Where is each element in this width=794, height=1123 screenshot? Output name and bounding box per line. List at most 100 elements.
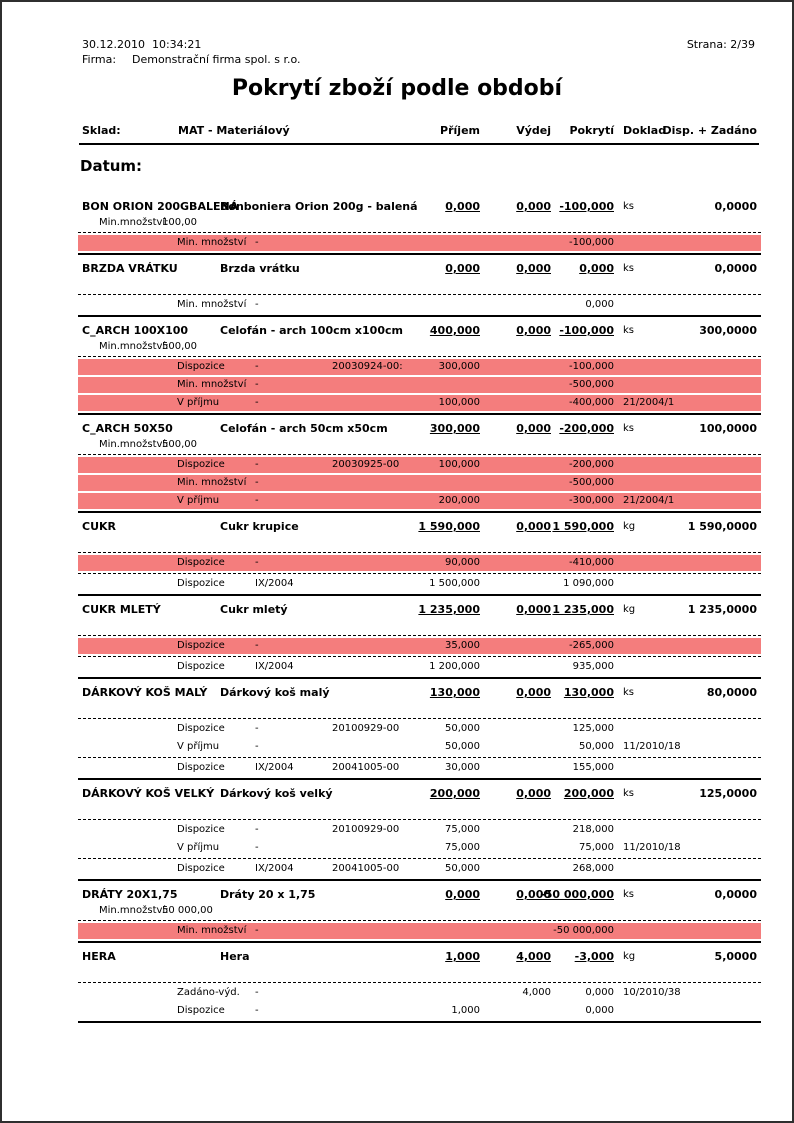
detail-ref: -: [255, 987, 259, 998]
item-disp-value: 1 590,0000: [687, 520, 757, 533]
item-block: C_ARCH 50X50 Celofán - arch 50cm x50cm 300…: [78, 421, 761, 513]
column-doklad: Doklad: [623, 124, 667, 137]
item-unit: kg: [623, 951, 636, 962]
report-title: Pokrytí zboží podle období: [231, 76, 563, 101]
min-qty-row: Min.množství: 50 000,00: [78, 903, 761, 918]
item-pokryti-value: -100,000: [559, 200, 614, 213]
item-name: Bonboniera Orion 200g - balená: [220, 200, 418, 213]
item-block: BRZDA VRÁTKU Brzda vrátku 0,000 0,000 0,000 k…: [78, 261, 761, 317]
detail-type: V příjmu: [177, 495, 220, 506]
item-disp-value: 0,0000: [714, 262, 757, 275]
page-number: Strana: 2/39: [686, 38, 755, 51]
detail-type: Min. množství: [177, 477, 247, 488]
item-header-row: DÁRKOVÝ KOŠ VELKÝ Dárkový koš velký 200,00…: [78, 786, 761, 802]
item-code: CUKR: [82, 520, 116, 533]
item-header-row: DÁRKOVÝ KOŠ MALÝ Dárkový koš malý 130,000 0…: [78, 685, 761, 701]
detail-type: Min. množství: [177, 379, 247, 390]
dashed-separator: [78, 573, 761, 574]
column-pokryti: Pokrytí: [569, 124, 614, 137]
detail-ref: -: [255, 723, 259, 734]
item-unit: ks: [623, 263, 635, 274]
detail-pokryti-value: 218,000: [572, 824, 614, 835]
item-disp-value: 5,0000: [714, 950, 757, 963]
item-header-row: BON ORION 200GBALENÁ Bonboniera Orion 200…: [78, 199, 761, 215]
detail-prijem-value: 50,000: [445, 723, 480, 734]
detail-prijem-value: 1 500,000: [429, 578, 480, 589]
item-disp-value: 125,0000: [699, 787, 757, 800]
detail-ref: -: [255, 361, 259, 372]
item-vydej-value: 0,000: [516, 520, 551, 533]
block-end-rule: [78, 253, 761, 255]
block-end-rule: [78, 778, 761, 780]
block-end-rule: [78, 594, 761, 596]
detail-doklad-value: 11/2010/18: [623, 842, 681, 853]
item-pokryti-value: 130,000: [563, 686, 614, 699]
item-header-row: DRÁTY 20X1,75 Dráty 20 x 1,75 0,000 0,000 -5…: [78, 887, 761, 903]
min-qty-row: Min.množství: 500,00: [78, 339, 761, 354]
detail-pokryti-value: 935,000: [572, 661, 614, 672]
item-name: Celofán - arch 50cm x50cm: [220, 422, 388, 435]
min-qty-label: Min.množství:: [99, 439, 169, 450]
detail-pokryti-value: -410,000: [569, 557, 614, 568]
detail-type: V příjmu: [177, 842, 220, 853]
item-unit: kg: [623, 604, 636, 615]
item-vydej-value: 0,000: [516, 686, 551, 699]
detail-pokryti-value: 155,000: [572, 762, 614, 773]
detail-row-highlighted: Dispozice - 20030924-00: 300,000 -100,000: [78, 359, 761, 375]
item-block: DRÁTY 20X1,75 Dráty 20 x 1,75 0,000 0,000 -5…: [78, 887, 761, 943]
detail-pokryti-value: 268,000: [572, 863, 614, 874]
detail-prijem-value: 1 200,000: [429, 661, 480, 672]
detail-type: Dispozice: [177, 824, 225, 835]
detail-type: Zadáno-výd.: [177, 987, 240, 998]
detail-prijem-value: 100,000: [438, 397, 480, 408]
min-qty-row: Min.množství: 500,00: [78, 437, 761, 452]
detail-pokryti-value: -500,000: [569, 477, 614, 488]
item-code: DÁRKOVÝ KOŠ MALÝ: [82, 686, 208, 699]
item-pokryti-value: -50 000,000: [540, 888, 614, 901]
item-name: Cukr krupice: [220, 520, 299, 533]
detail-row: Dispozice - 20100929-00 75,000 218,000: [78, 822, 761, 838]
detail-ref: IX/2004: [255, 661, 294, 672]
detail-prijem-value: 300,000: [438, 361, 480, 372]
detail-pokryti-value: 125,000: [572, 723, 614, 734]
detail-type: Dispozice: [177, 557, 225, 568]
detail-ref: -: [255, 237, 259, 248]
detail-type: Dispozice: [177, 723, 225, 734]
item-vydej-value: 0,000: [516, 888, 551, 901]
detail-prijem-value: 75,000: [445, 842, 480, 853]
firm-name: Demonstrační firma spol. s r.o.: [132, 53, 301, 66]
item-name: Dárkový koš velký: [220, 787, 333, 800]
block-end-rule: [78, 315, 761, 317]
detail-pokryti-value: 0,000: [585, 299, 614, 310]
detail-row: V příjmu - 75,000 75,000 11/2010/18: [78, 840, 761, 856]
dashed-separator: [78, 819, 761, 820]
detail-type: Min. množství: [177, 925, 247, 936]
detail-doc-number: 20030924-00:: [332, 361, 403, 372]
item-name: Cukr mletý: [220, 603, 288, 616]
min-qty-label: Min.množství:: [99, 905, 169, 916]
detail-ref: IX/2004: [255, 578, 294, 589]
item-unit: ks: [623, 325, 635, 336]
row-spacer: [78, 618, 761, 633]
item-vydej-value: 0,000: [516, 603, 551, 616]
detail-row-highlighted: Min. množství - -500,000: [78, 377, 761, 393]
detail-row: Dispozice IX/2004 20041005-00 50,000 268,000: [78, 861, 761, 877]
item-prijem-value: 1 235,000: [418, 603, 480, 616]
min-qty-value: 100,00: [162, 217, 197, 228]
detail-row: Dispozice IX/2004 1 200,000 935,000: [78, 659, 761, 675]
detail-doc-number: 20041005-00: [332, 762, 400, 773]
section-title: Datum:: [80, 157, 143, 175]
detail-doklad-value: 21/2004/1: [623, 397, 675, 408]
dashed-separator: [78, 920, 761, 921]
item-prijem-value: 0,000: [445, 200, 480, 213]
detail-doc-number: 20041005-00: [332, 863, 400, 874]
item-disp-value: 80,0000: [706, 686, 757, 699]
detail-type: Min. množství: [177, 299, 247, 310]
item-vydej-value: 0,000: [516, 262, 551, 275]
detail-pokryti-value: 1 090,000: [563, 578, 614, 589]
report-datetime: 30.12.2010 10:34:21: [82, 38, 202, 51]
detail-doc-number: 20030925-00: [332, 459, 400, 470]
item-disp-value: 100,0000: [699, 422, 757, 435]
detail-row-highlighted: Min. množství - -500,000: [78, 475, 761, 491]
